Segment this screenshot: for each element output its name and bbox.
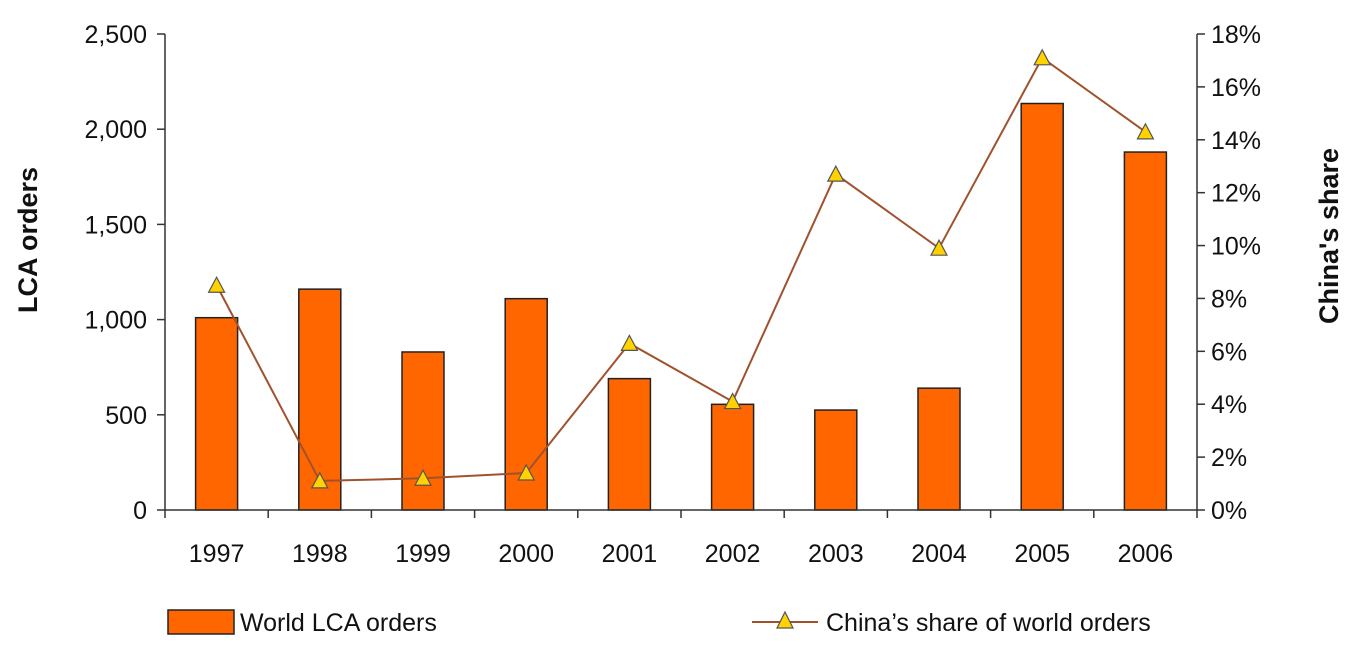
legend-bar-label: World LCA orders — [240, 609, 437, 637]
x-tick-label-1997: 1997 — [189, 540, 245, 568]
x-tick-label-1998: 1998 — [292, 540, 348, 568]
legend-line-label: China’s share of world orders — [826, 609, 1151, 637]
x-tick-label-2004: 2004 — [911, 540, 967, 568]
china-share-marker-2006 — [1136, 122, 1155, 140]
right-tick-label: 6% — [1211, 338, 1247, 366]
legend-bar-swatch — [167, 609, 235, 635]
right-tick-label: 10% — [1211, 233, 1261, 261]
left-tick-label: 1,000 — [84, 307, 147, 335]
legend: World LCA orders China’s share of world … — [167, 609, 1151, 637]
china-share-marker-1998 — [310, 471, 329, 489]
legend-line-marker — [776, 610, 794, 629]
china-share-marker-1999 — [414, 468, 432, 486]
china-share-line — [215, 56, 1146, 482]
x-tick-label-1999: 1999 — [395, 540, 451, 568]
left-axis-title: LCA orders — [13, 167, 43, 313]
x-tick-label-2006: 2006 — [1118, 540, 1174, 568]
bar-1997 — [194, 316, 239, 511]
bar-1999 — [401, 351, 445, 511]
right-tick-label: 2% — [1211, 444, 1247, 472]
right-axis-title: China's share — [1314, 148, 1344, 324]
line-layer — [207, 48, 1155, 489]
right-tick-label: 18% — [1211, 21, 1261, 49]
left-tick-label: 2,000 — [84, 116, 147, 144]
x-tick-label-2002: 2002 — [705, 540, 761, 568]
china-share-marker-1997 — [207, 275, 226, 293]
left-tick-label: 0 — [133, 497, 147, 525]
right-tick-label: 12% — [1211, 180, 1261, 208]
right-tick-label: 4% — [1211, 391, 1247, 419]
bars-layer — [194, 102, 1168, 511]
left-tick-label: 2,500 — [84, 21, 147, 49]
bar-2003 — [814, 409, 858, 511]
bar-2002 — [710, 403, 755, 511]
china-share-marker-2002 — [723, 392, 742, 410]
labels-layer: 0 500 1,000 1,500 2,000 2,500 0% 2% 4% 6% 8% 10% 12%… — [84, 21, 1261, 568]
bar-2006 — [1123, 151, 1168, 511]
china-share-marker-2005 — [1033, 48, 1052, 66]
right-tick-label: 8% — [1211, 285, 1247, 313]
china-share-marker-2003 — [826, 164, 845, 182]
x-tick-label-2005: 2005 — [1014, 540, 1070, 568]
right-tick-label: 0% — [1211, 497, 1247, 525]
axes-layer — [157, 33, 1205, 518]
x-tick-label-2003: 2003 — [808, 540, 864, 568]
bar-2004 — [917, 387, 961, 511]
china-share-marker-2000 — [517, 463, 536, 481]
bar-2001 — [607, 377, 652, 511]
left-tick-label: 500 — [105, 402, 147, 430]
china-share-marker-2004 — [930, 238, 948, 256]
x-tick-label-2000: 2000 — [498, 540, 554, 568]
right-tick-label: 16% — [1211, 74, 1261, 102]
bar-2005 — [1020, 102, 1064, 511]
china-share-marker-2001 — [620, 334, 639, 351]
x-tick-label-2001: 2001 — [602, 540, 658, 568]
left-tick-label: 1,500 — [84, 211, 147, 239]
right-tick-label: 14% — [1211, 127, 1261, 155]
